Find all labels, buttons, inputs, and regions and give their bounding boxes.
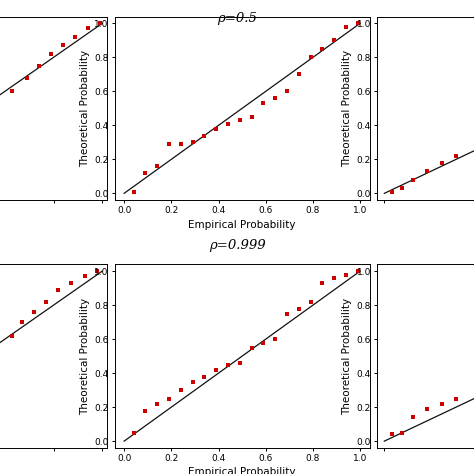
- Point: [236, 117, 244, 124]
- Point: [248, 113, 255, 121]
- Point: [130, 188, 137, 195]
- Point: [342, 271, 350, 278]
- Y-axis label: Theoretical Probability: Theoretical Probability: [80, 298, 90, 415]
- Point: [177, 386, 184, 394]
- Point: [307, 54, 314, 61]
- Point: [177, 140, 184, 148]
- Point: [319, 45, 326, 53]
- Point: [295, 71, 302, 78]
- Point: [30, 308, 38, 316]
- Text: ρ=0.999: ρ=0.999: [209, 239, 265, 252]
- Point: [409, 176, 417, 183]
- Point: [212, 366, 220, 374]
- Point: [236, 359, 244, 367]
- Point: [201, 132, 208, 139]
- Point: [354, 267, 362, 275]
- Point: [142, 407, 149, 414]
- Point: [399, 184, 406, 192]
- Y-axis label: Theoretical Probability: Theoretical Probability: [342, 50, 352, 167]
- X-axis label: Empirical Probability: Empirical Probability: [188, 219, 296, 229]
- Text: ρ=0.5: ρ=0.5: [217, 12, 257, 25]
- Point: [59, 42, 67, 49]
- Point: [424, 167, 431, 175]
- Point: [154, 400, 161, 408]
- Point: [212, 125, 220, 133]
- Point: [154, 163, 161, 170]
- Point: [283, 310, 291, 318]
- Point: [189, 378, 196, 385]
- Point: [342, 23, 350, 31]
- Point: [47, 50, 55, 58]
- Point: [271, 336, 279, 343]
- Point: [96, 19, 103, 27]
- Point: [142, 169, 149, 177]
- Point: [452, 152, 460, 160]
- Point: [424, 405, 431, 413]
- Point: [354, 19, 362, 27]
- Point: [84, 25, 91, 32]
- Point: [165, 395, 173, 402]
- Y-axis label: Theoretical Probability: Theoretical Probability: [80, 50, 90, 167]
- Point: [319, 279, 326, 287]
- Point: [409, 413, 417, 421]
- Point: [72, 33, 79, 41]
- Point: [224, 361, 232, 368]
- Point: [330, 274, 338, 282]
- Point: [43, 298, 50, 306]
- Point: [388, 430, 395, 438]
- Point: [165, 140, 173, 148]
- Point: [438, 159, 446, 166]
- Y-axis label: Theoretical Probability: Theoretical Probability: [342, 298, 352, 415]
- Point: [18, 319, 26, 326]
- Point: [93, 267, 101, 275]
- X-axis label: Empirical Probability: Empirical Probability: [188, 467, 296, 474]
- Point: [399, 429, 406, 437]
- Point: [295, 305, 302, 312]
- Point: [388, 188, 395, 195]
- Point: [130, 429, 137, 437]
- Point: [452, 395, 460, 402]
- Point: [55, 286, 62, 294]
- Point: [271, 94, 279, 102]
- Point: [438, 400, 446, 408]
- Point: [201, 373, 208, 380]
- Point: [35, 62, 43, 70]
- Point: [307, 298, 314, 306]
- Point: [330, 36, 338, 44]
- Point: [260, 100, 267, 107]
- Point: [67, 279, 74, 287]
- Point: [248, 344, 255, 351]
- Point: [224, 120, 232, 128]
- Point: [9, 332, 16, 339]
- Point: [189, 138, 196, 146]
- Point: [260, 339, 267, 346]
- Point: [9, 88, 16, 95]
- Point: [82, 273, 89, 280]
- Point: [283, 88, 291, 95]
- Point: [23, 74, 30, 82]
